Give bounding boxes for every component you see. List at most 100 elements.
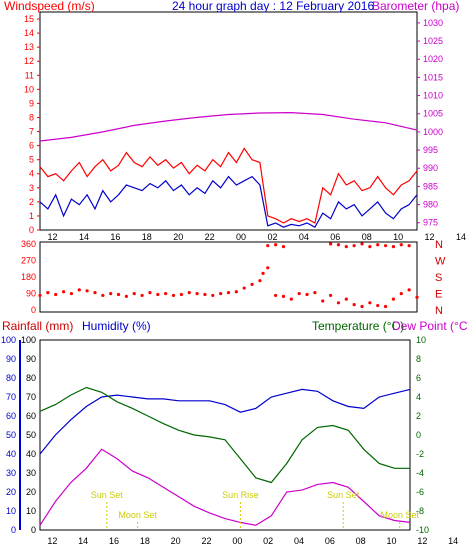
- time-tick-label: 06: [325, 536, 335, 546]
- direction-point: [399, 291, 403, 296]
- direction-point: [407, 244, 411, 248]
- direction-point: [344, 245, 348, 249]
- humidity-tick-label: 100: [21, 335, 36, 345]
- compass-label: E: [435, 289, 442, 301]
- wind-tick-label: 13: [24, 42, 34, 52]
- series-line-temperature: [39, 386, 410, 484]
- direction-point: [69, 291, 74, 296]
- direction-point: [407, 288, 411, 292]
- barometer-tick-label: 1015: [423, 72, 443, 82]
- temperature-tick-label: 6: [416, 373, 421, 383]
- chart-title: 24 hour graph day : 12 February 2016: [172, 0, 374, 13]
- time-tick-label: 20: [171, 536, 181, 546]
- temperature-tick-label: -2: [416, 449, 424, 459]
- direction-point: [368, 245, 372, 249]
- wind-tick-label: 4: [29, 169, 34, 179]
- direction-point: [360, 242, 364, 246]
- barometer-tick-label: 990: [423, 163, 438, 173]
- rainfall-tick-label: 90: [6, 354, 16, 364]
- humidity-tick-label: 60: [26, 411, 36, 421]
- series-line-humidity: [39, 388, 411, 455]
- direction-point: [156, 292, 160, 297]
- direction-point: [250, 282, 254, 286]
- barometer-tick-label: 1000: [423, 127, 443, 137]
- wind-tick-label: 7: [29, 127, 34, 137]
- direction-point: [376, 243, 380, 247]
- barometer-tick-label: 1010: [423, 91, 443, 101]
- compass-label: S: [435, 272, 442, 284]
- direction-point: [148, 291, 152, 295]
- direction-point: [187, 291, 191, 295]
- direction-point: [313, 291, 317, 295]
- rainfall-axis-label: Rainfall (mm): [2, 319, 73, 333]
- direction-point: [321, 299, 325, 303]
- direction-point: [46, 291, 50, 295]
- direction-point: [203, 292, 207, 297]
- wind-axis-label: Windspeed (m/s): [4, 0, 95, 13]
- direction-point: [368, 301, 372, 305]
- time-tick-label: 02: [263, 536, 273, 546]
- temperature-tick-label: -4: [416, 468, 424, 478]
- barometer-tick-label: 1030: [423, 18, 443, 28]
- wind-tick-label: 5: [29, 155, 34, 165]
- direction-point: [61, 290, 66, 294]
- barometer-tick-label: 1025: [423, 36, 443, 46]
- direction-point: [132, 291, 136, 296]
- direction-tick-label: 180: [21, 272, 36, 282]
- series-line-wind-gust: [39, 147, 418, 224]
- direction-point: [329, 293, 333, 298]
- direction-point: [360, 304, 364, 309]
- time-tick-label: 22: [201, 536, 211, 546]
- direction-point: [124, 294, 128, 298]
- time-tick-label: 20: [173, 232, 183, 242]
- time-tick-label: 04: [299, 232, 309, 242]
- direction-point: [281, 294, 286, 298]
- barometer-tick-label: 985: [423, 181, 438, 191]
- direction-point: [266, 266, 270, 270]
- humidity-tick-label: 80: [26, 373, 36, 383]
- time-tick-label: 10: [393, 232, 403, 242]
- direction-point: [116, 292, 121, 297]
- time-tick-label: 18: [140, 536, 150, 546]
- rainfall-tick-label: 30: [6, 468, 16, 478]
- temperature-tick-label: 0: [416, 430, 421, 440]
- humidity-tick-label: 90: [26, 354, 36, 364]
- direction-point: [336, 301, 341, 305]
- humidity-tick-label: 70: [26, 392, 36, 402]
- time-tick-label: 14: [448, 536, 458, 546]
- direction-point: [274, 243, 278, 247]
- direction-point: [266, 244, 270, 248]
- rainfall-tick-label: 20: [6, 487, 16, 497]
- direction-point: [376, 303, 380, 308]
- rainfall-tick-label: 80: [6, 373, 16, 383]
- direction-point: [329, 242, 333, 246]
- direction-point: [289, 297, 293, 301]
- direction-point: [85, 289, 89, 293]
- wind-tick-label: 1: [29, 211, 34, 221]
- temperature-tick-label: 8: [416, 354, 421, 364]
- wind-tick-label: 9: [29, 98, 34, 108]
- series-line-windspeed: [39, 175, 418, 229]
- astro-annotation: Moon Set: [380, 510, 419, 520]
- rainfall-tick-label: 70: [6, 392, 16, 402]
- direction-point: [274, 293, 278, 298]
- time-tick-label: 14: [456, 232, 466, 242]
- temperature-tick-label: -8: [416, 506, 424, 516]
- temperature-tick-label: 4: [416, 392, 421, 402]
- humidity-tick-label: 50: [26, 430, 36, 440]
- direction-point: [93, 291, 97, 295]
- wind-tick-label: 12: [24, 56, 34, 66]
- direction-point: [211, 293, 215, 298]
- time-tick-label: 00: [232, 536, 242, 546]
- direction-point: [281, 245, 286, 249]
- wind-tick-label: 11: [25, 70, 34, 80]
- temperature-tick-label: 10: [416, 335, 426, 345]
- time-tick-label: 12: [47, 536, 57, 546]
- rainfall-tick-label: 60: [6, 411, 16, 421]
- wind-tick-label: 14: [24, 28, 34, 38]
- direction-point: [352, 303, 356, 307]
- direction-point: [399, 243, 403, 247]
- humidity-tick-label: 30: [26, 468, 36, 478]
- humidity-tick-label: 10: [26, 506, 36, 516]
